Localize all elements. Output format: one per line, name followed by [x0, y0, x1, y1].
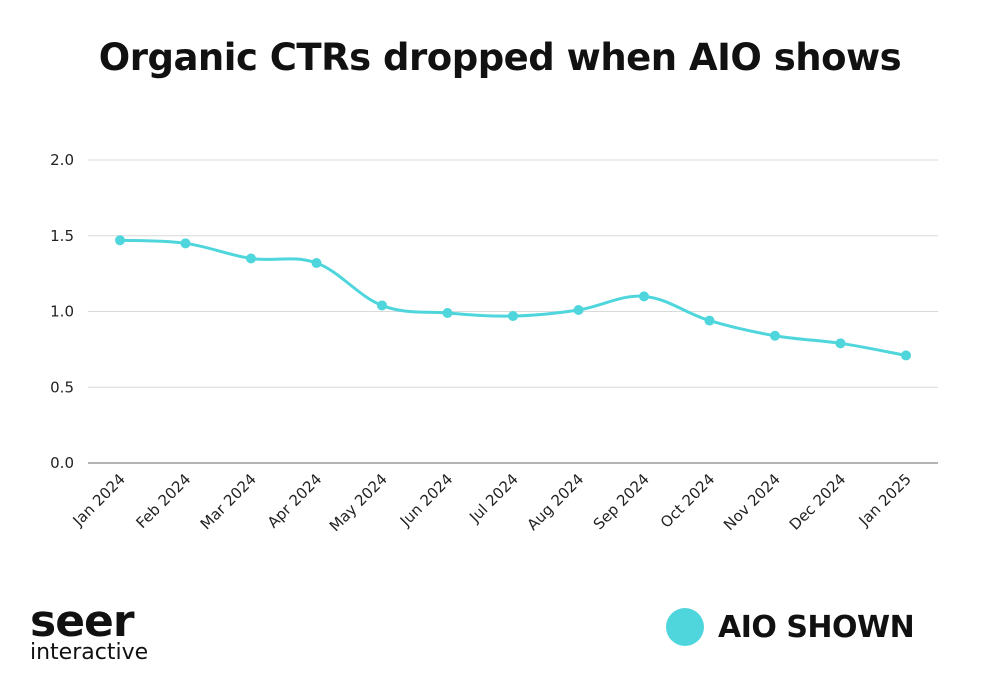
x-tick-label: Jul 2024: [465, 470, 522, 527]
x-tick-label: Jan 2024: [69, 470, 129, 530]
data-point: [639, 291, 649, 302]
data-point: [835, 338, 846, 349]
brand-subtitle: interactive: [30, 640, 149, 665]
x-tick-label: Jun 2024: [396, 470, 456, 530]
legend-marker: [666, 608, 704, 646]
y-tick-label: 0.0: [50, 454, 74, 472]
data-point: [704, 315, 715, 326]
legend-label: AIO SHOWN: [718, 609, 915, 645]
x-tick-label: Mar 2024: [197, 470, 260, 533]
x-tick-label: Jan 2025: [855, 470, 915, 530]
data-point: [377, 300, 387, 311]
x-tick-label: Apr 2024: [264, 470, 325, 531]
series-line-aio-shown: [119, 238, 907, 357]
data-point: [770, 330, 780, 341]
brand-name: seer: [30, 596, 135, 647]
line-chart: 0.0 0.5 1.0 1.5 2.0 Jan 2024 Feb 2024 Mar 2024…: [50, 151, 938, 535]
data-point: [246, 253, 256, 264]
brand-logo: seer interactive: [30, 600, 148, 664]
x-tick-label: May 2024: [326, 470, 391, 535]
x-tick-label: Feb 2024: [132, 470, 194, 532]
y-tick-label: 1.0: [50, 303, 74, 321]
chart-title: Organic CTRs dropped when AIO shows: [98, 36, 902, 79]
data-point: [573, 304, 584, 315]
data-point: [508, 311, 518, 322]
data-point: [311, 258, 322, 269]
data-point: [442, 308, 453, 319]
y-tick-label: 1.5: [50, 227, 74, 245]
x-tick-label: Aug 2024: [524, 470, 588, 534]
data-point: [901, 350, 911, 361]
y-axis-ticks: 0.0 0.5 1.0 1.5 2.0: [50, 151, 74, 472]
x-tick-label: Nov 2024: [720, 470, 784, 534]
x-tick-label: Dec 2024: [786, 470, 850, 534]
series-points: [115, 235, 911, 361]
data-point: [180, 238, 191, 249]
data-point: [115, 235, 125, 246]
legend: AIO SHOWN: [666, 608, 915, 646]
x-axis-ticks: Jan 2024 Feb 2024 Mar 2024 Apr 2024 May 2024…: [69, 470, 915, 535]
x-tick-label: Oct 2024: [657, 470, 718, 531]
x-tick-label: Sep 2024: [590, 470, 653, 533]
y-tick-label: 0.5: [50, 378, 74, 396]
y-tick-label: 2.0: [50, 151, 74, 169]
